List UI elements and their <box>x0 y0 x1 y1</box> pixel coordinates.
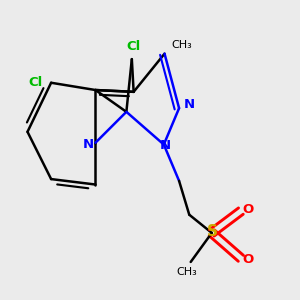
Text: CH₃: CH₃ <box>171 40 192 50</box>
Text: Cl: Cl <box>126 40 141 53</box>
Text: O: O <box>242 254 254 266</box>
Text: O: O <box>242 203 254 216</box>
Text: S: S <box>207 224 218 239</box>
Text: N: N <box>183 98 194 111</box>
Text: CH₃: CH₃ <box>176 267 197 277</box>
Text: Cl: Cl <box>28 76 43 88</box>
Text: N: N <box>160 139 171 152</box>
Text: N: N <box>83 137 94 151</box>
